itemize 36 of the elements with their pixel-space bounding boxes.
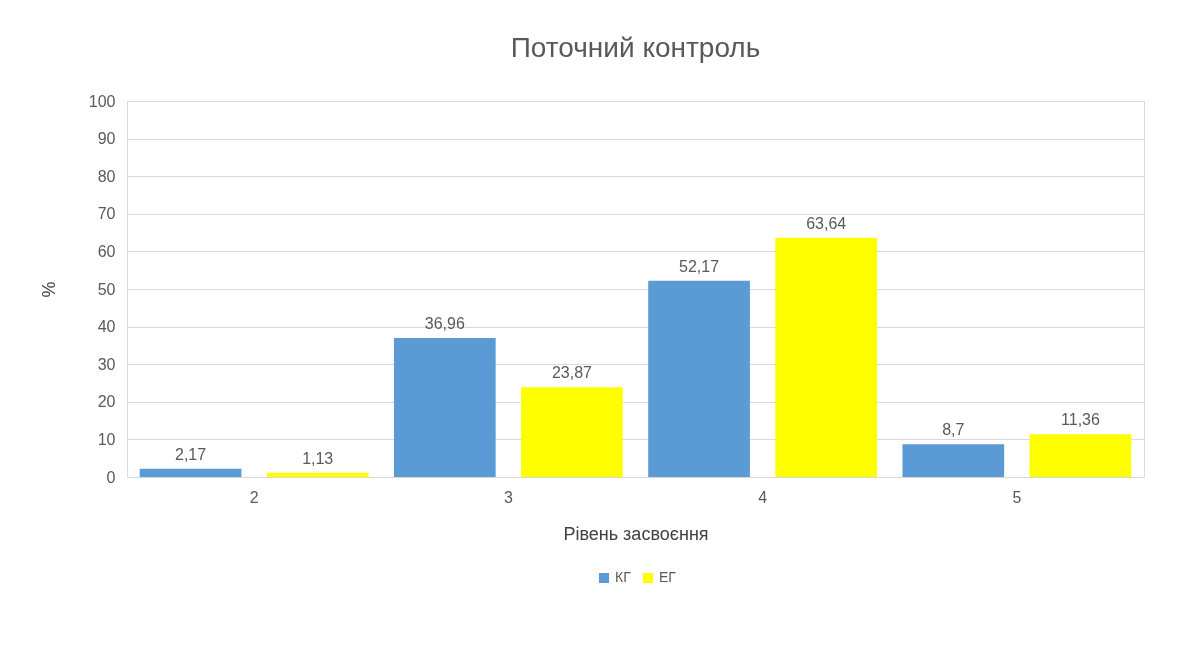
bar bbox=[775, 237, 878, 477]
x-tick-label: 3 bbox=[503, 488, 513, 506]
bar bbox=[139, 468, 242, 477]
bar bbox=[393, 338, 496, 477]
data-label: 2,17 bbox=[174, 445, 207, 463]
y-tick-label: 70 bbox=[97, 205, 116, 223]
data-label: 11,36 bbox=[1061, 411, 1100, 429]
y-tick-label: 40 bbox=[97, 318, 116, 336]
legend-label: КГ bbox=[615, 569, 632, 585]
x-axis-title: Рівень засвоєння bbox=[563, 523, 709, 544]
y-tick-label: 100 bbox=[88, 92, 116, 110]
bar bbox=[521, 387, 623, 477]
legend-label: ЕГ bbox=[659, 569, 677, 585]
y-tick-label: 60 bbox=[97, 242, 116, 260]
chart-title: Поточний контроль bbox=[510, 32, 761, 63]
y-tick-label: 30 bbox=[97, 355, 116, 373]
y-tick-label: 80 bbox=[97, 167, 116, 185]
x-tick-label: 4 bbox=[758, 488, 768, 506]
y-tick-label: 90 bbox=[97, 130, 116, 148]
data-label: 23,87 bbox=[551, 364, 593, 382]
bar bbox=[902, 444, 1005, 477]
data-label: 63,64 bbox=[806, 214, 847, 232]
bar bbox=[1029, 434, 1132, 477]
y-tick-label: 10 bbox=[97, 430, 116, 448]
data-label: 52,17 bbox=[679, 257, 720, 275]
bar bbox=[266, 472, 369, 477]
data-label: 36,96 bbox=[424, 315, 465, 333]
y-axis-title: % bbox=[38, 281, 59, 298]
y-tick-label: 20 bbox=[97, 393, 116, 411]
y-tick-label: 0 bbox=[106, 468, 116, 486]
data-label: 1,13 bbox=[302, 449, 334, 467]
data-label: 8,7 bbox=[942, 421, 965, 439]
y-tick-label: 50 bbox=[97, 280, 116, 298]
x-tick-label: 2 bbox=[249, 488, 259, 506]
x-tick-label: 5 bbox=[1012, 488, 1022, 506]
bar bbox=[648, 280, 750, 477]
